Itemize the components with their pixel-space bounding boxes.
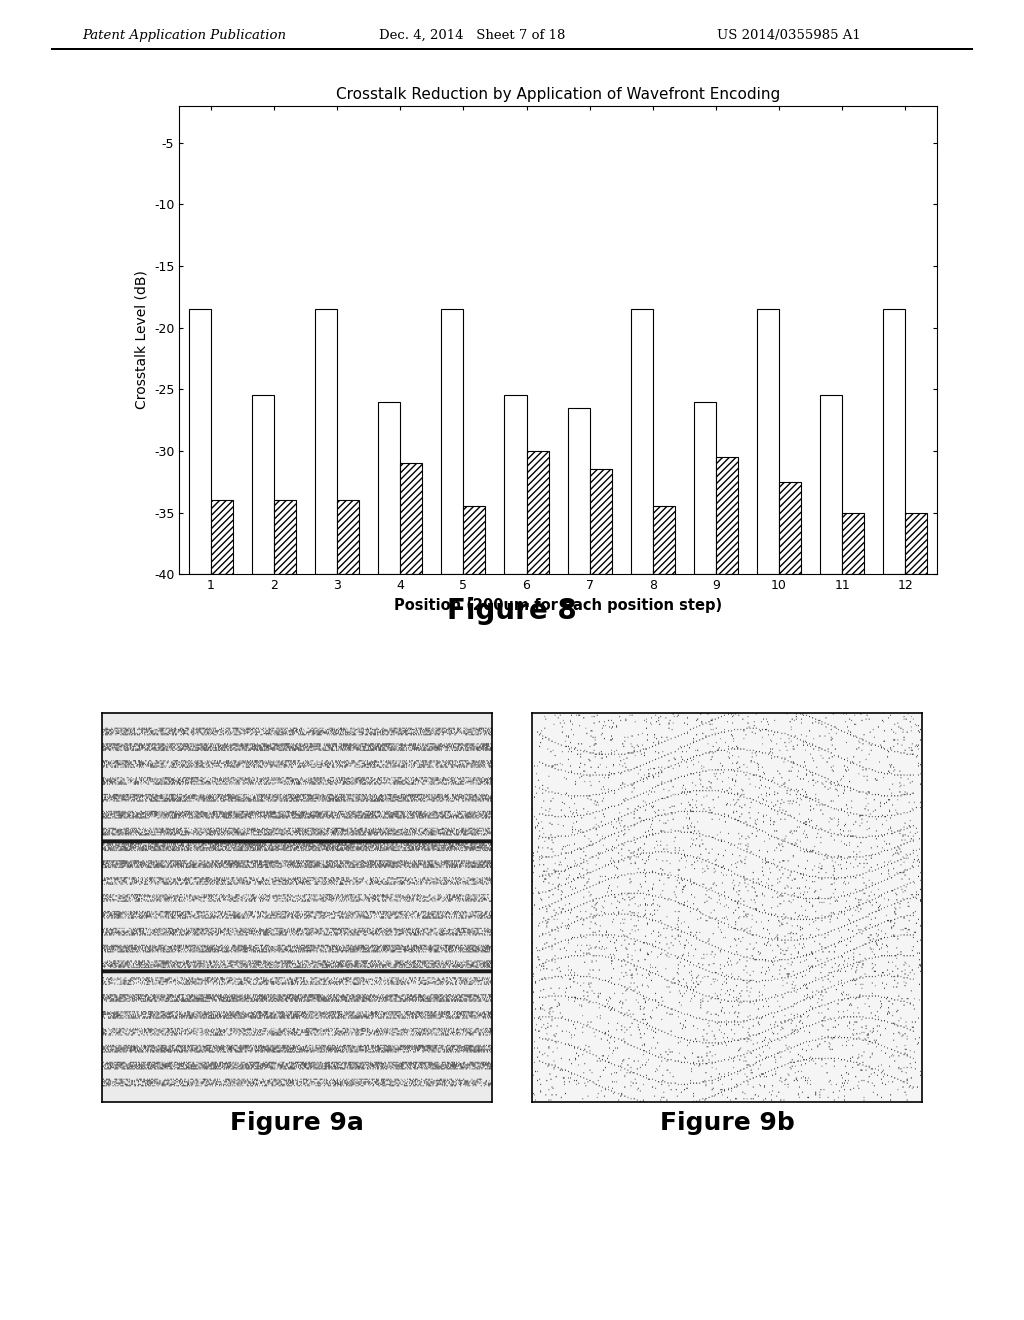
Bar <box>526 451 549 574</box>
Bar <box>820 396 842 574</box>
Bar <box>441 309 463 574</box>
Bar <box>505 396 526 574</box>
Text: Figure 9b: Figure 9b <box>659 1111 795 1135</box>
Bar <box>884 309 905 574</box>
Bar <box>567 408 590 574</box>
Text: Figure 9a: Figure 9a <box>230 1111 364 1135</box>
Title: Crosstalk Reduction by Application of Wavefront Encoding: Crosstalk Reduction by Application of Wa… <box>336 87 780 102</box>
X-axis label: Position (200um for each position step): Position (200um for each position step) <box>394 598 722 612</box>
Bar <box>694 401 716 574</box>
Bar <box>590 470 611 574</box>
Bar <box>211 500 232 574</box>
Bar <box>842 512 864 574</box>
Bar <box>315 309 337 574</box>
Bar <box>378 401 400 574</box>
Bar <box>653 507 675 574</box>
Bar <box>463 507 485 574</box>
Bar <box>631 309 653 574</box>
Bar <box>779 482 801 574</box>
Text: Figure 8: Figure 8 <box>447 597 577 624</box>
Bar <box>273 500 296 574</box>
Bar <box>337 500 359 574</box>
Y-axis label: Crosstalk Level (dB): Crosstalk Level (dB) <box>134 271 148 409</box>
Bar <box>400 463 422 574</box>
Bar <box>188 309 211 574</box>
Bar <box>716 457 738 574</box>
Bar <box>252 396 273 574</box>
Text: Dec. 4, 2014   Sheet 7 of 18: Dec. 4, 2014 Sheet 7 of 18 <box>379 29 565 42</box>
Text: US 2014/0355985 A1: US 2014/0355985 A1 <box>717 29 860 42</box>
Bar <box>757 309 779 574</box>
Bar <box>905 512 928 574</box>
Text: Patent Application Publication: Patent Application Publication <box>82 29 286 42</box>
